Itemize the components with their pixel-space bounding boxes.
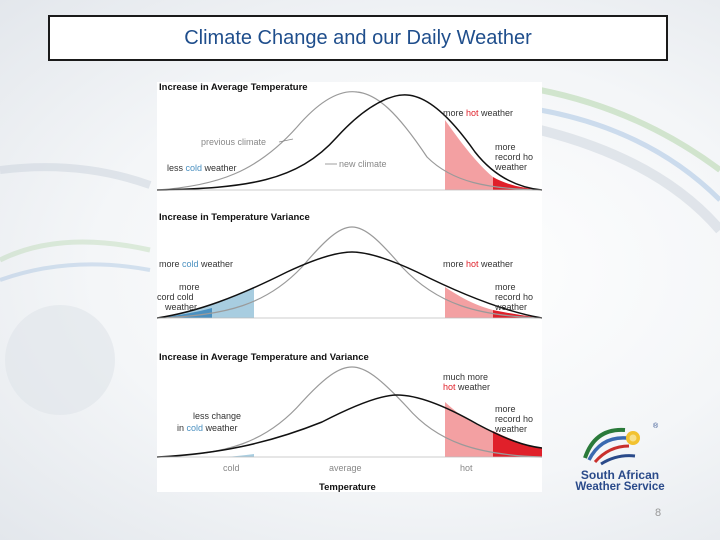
- panel-increase-average: Increase in Average Temperature more hot…: [157, 82, 542, 191]
- sa-weather-service-logo: ® South African Weather Service: [565, 418, 675, 494]
- panel-increase-average-and-variance: Increase in Average Temperature and Vari…: [157, 352, 542, 458]
- panel1-record-hot-label-2: record ho: [495, 152, 533, 162]
- record-hot-region-2: [493, 310, 542, 318]
- axis-hot-label: hot: [460, 463, 473, 473]
- panel1-heading: Increase in Average Temperature: [159, 82, 308, 93]
- panel-increase-variance: Increase in Temperature Variance more co…: [157, 212, 542, 319]
- panel2-heading: Increase in Temperature Variance: [159, 212, 310, 223]
- panel3-record-hot-label-1: more: [495, 404, 516, 414]
- climate-distribution-figure: Increase in Average Temperature more hot…: [157, 82, 542, 492]
- new-climate-curve-3: [157, 394, 542, 458]
- panel3-much-more-label-2: hot weather: [443, 382, 490, 392]
- panel1-more-hot-label: more hot weather: [443, 108, 513, 118]
- svg-text:®: ®: [653, 422, 659, 430]
- panel2-record-hot-label-3: weather: [494, 302, 527, 312]
- new-climate-curve-2: [157, 251, 542, 319]
- panel1-less-cold-label: less cold weather: [167, 163, 237, 173]
- panel2-more-hot-label: more hot weather: [443, 259, 513, 269]
- swirl-sun-logo-icon: ®: [583, 422, 659, 466]
- axis-temperature-label: Temperature: [319, 482, 376, 492]
- previous-climate-curve: [157, 91, 542, 191]
- record-hot-region: [493, 177, 542, 190]
- axis-cold-label: cold: [223, 463, 240, 473]
- panel3-record-hot-label-3: weather: [494, 424, 527, 434]
- axis-average-label: average: [329, 463, 362, 473]
- new-climate-curve: [157, 94, 542, 191]
- panel2-record-hot-label-1: more: [495, 282, 516, 292]
- panel2-record-cold-label-1: more: [179, 282, 200, 292]
- logo-text-line2: Weather Service: [575, 481, 665, 493]
- panel1-record-hot-label-3: weather: [494, 162, 527, 172]
- panel3-less-change-label-2: in cold weather: [177, 423, 238, 433]
- panel2-more-cold-label: more cold weather: [159, 259, 233, 269]
- more-cold-region: [157, 287, 254, 318]
- distribution-diagram: Increase in Average Temperature more hot…: [157, 82, 542, 492]
- panel3-record-hot-label-2: record ho: [495, 414, 533, 424]
- slide-title: Climate Change and our Daily Weather: [184, 26, 532, 49]
- logo-text-line1: South African: [580, 468, 660, 482]
- previous-climate-curve-2: [157, 226, 542, 319]
- panel3-heading: Increase in Average Temperature and Vari…: [159, 352, 369, 363]
- more-hot-region-2: [445, 287, 493, 318]
- more-hot-region: [445, 120, 493, 190]
- previous-climate-curve-3: [157, 366, 542, 458]
- new-climate-label: new climate: [339, 159, 387, 169]
- panel3-less-change-label-1: less change: [193, 411, 241, 421]
- page-number: 8: [655, 507, 662, 519]
- panel3-much-more-label-1: much more: [443, 372, 488, 382]
- previous-climate-label: previous climate: [201, 137, 266, 147]
- slide-title-box: Climate Change and our Daily Weather: [48, 15, 668, 61]
- panel2-record-cold-label-2: cord cold: [157, 292, 194, 302]
- panel2-record-hot-label-2: record ho: [495, 292, 533, 302]
- panel1-record-hot-label-1: more: [495, 142, 516, 152]
- panel2-record-cold-label-3: weather: [164, 302, 197, 312]
- less-cold-region-3: [227, 454, 254, 457]
